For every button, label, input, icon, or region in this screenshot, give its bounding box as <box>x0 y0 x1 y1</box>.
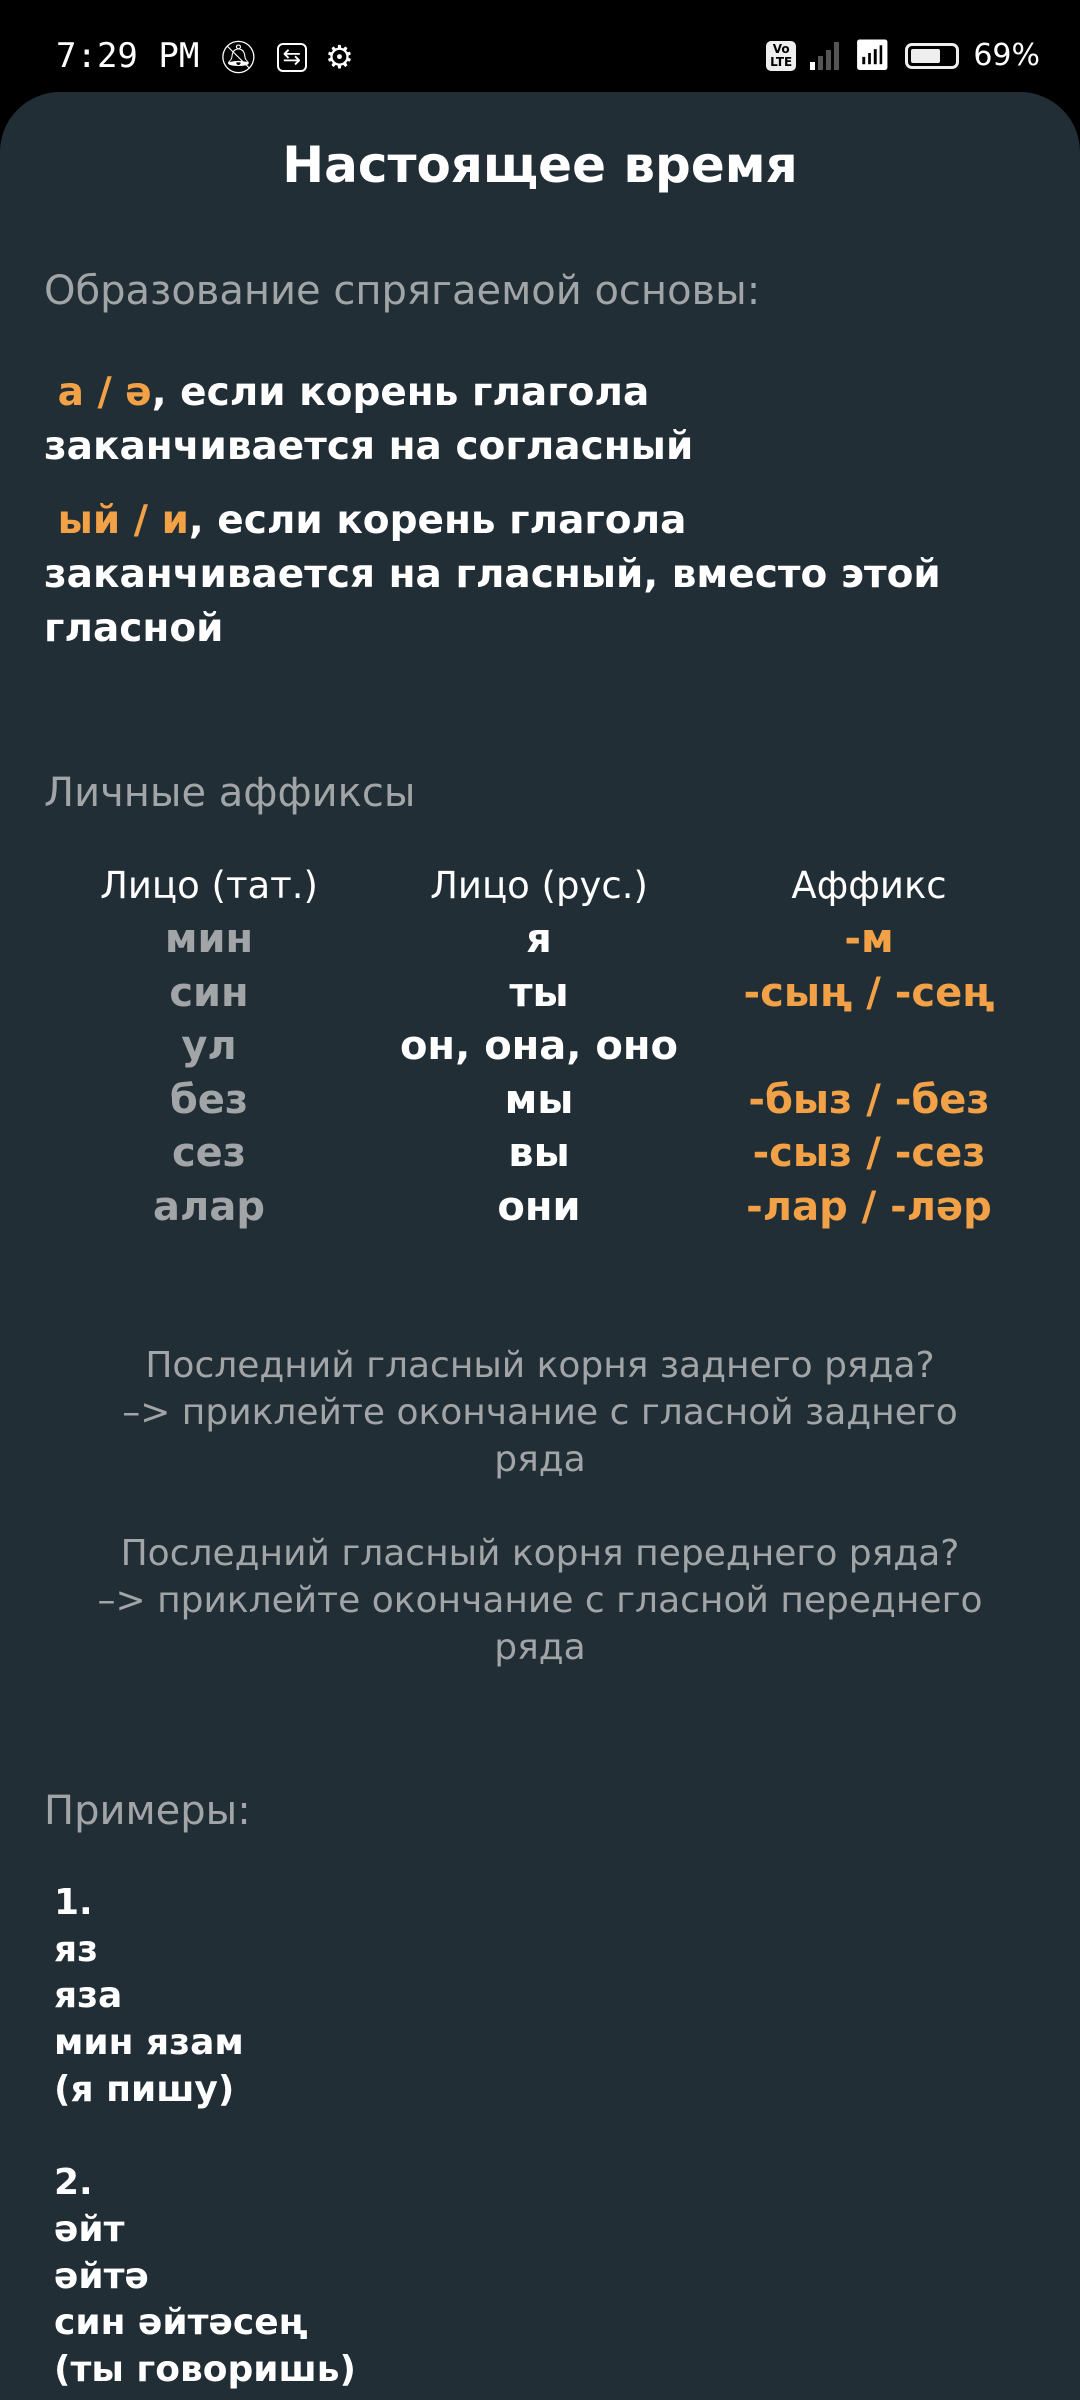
volte-icon: Vo LTE <box>766 40 797 71</box>
gear-icon: ⚙ <box>325 38 354 76</box>
person-tatar: мин <box>164 916 254 962</box>
battery-icon <box>905 42 960 69</box>
affix-value: -лар / -ләр <box>746 1184 992 1230</box>
cast-icon: ⇆ <box>276 42 308 72</box>
status-bar: 7:29 PM 🔕︎ ⇆ ⚙ Vo LTE 📶︎ 69% <box>0 0 1080 92</box>
rule-consonant: а / ә, если корень глагола заканчивается… <box>44 370 694 469</box>
affix-value: -сың / -сең <box>743 969 995 1016</box>
person-tatar: ул <box>181 1023 237 1070</box>
battery-percent: 69% <box>973 38 1040 73</box>
person-russian: он, она, оно <box>399 1023 679 1070</box>
note-back-vowel: Последний гласный корня заднего ряда? –> … <box>122 1345 958 1480</box>
column-header: Лицо (рус.) <box>430 864 648 907</box>
signal-icon <box>810 41 840 70</box>
wifi-icon: 📶︎ <box>853 38 892 73</box>
person-russian: ты <box>509 969 569 1016</box>
person-tatar: без <box>169 1076 249 1123</box>
person-russian: я <box>526 916 552 962</box>
rule-affix: а / ә <box>57 370 152 415</box>
affix-value: -сыз / -сез <box>752 1130 986 1177</box>
column-header: Аффикс <box>791 864 947 907</box>
example-1: 1. яз яза мин язам (я пишу) 2. әйт әйтә син әйт… <box>54 1882 356 2391</box>
note-front-vowel: Последний гласный корня переднего ряда? –… <box>97 1533 983 1668</box>
affixes-heading: Личные аффиксы <box>44 770 416 816</box>
person-tatar: син <box>169 969 249 1016</box>
examples-heading: Примеры: <box>44 1788 251 1834</box>
affix-value: -м <box>844 916 894 962</box>
bell-off-icon: 🔕︎ <box>218 38 259 76</box>
column-header: Лицо (тат.) <box>100 864 318 907</box>
rule-affix: ый / и <box>57 498 189 543</box>
rule-vowel: ый / и, если корень глагола заканчиваетс… <box>44 498 941 651</box>
person-russian: мы <box>504 1076 574 1123</box>
page-title: Настоящее время <box>282 136 798 194</box>
formation-heading: Образование спрягаемой основы: <box>44 268 761 314</box>
person-russian: вы <box>508 1130 570 1177</box>
person-russian: они <box>497 1184 581 1230</box>
affix-value: -быз / -без <box>748 1076 990 1123</box>
person-tatar: алар <box>153 1184 265 1230</box>
content-sheet: Настоящее время Образование спрягаемой о… <box>0 92 1080 2400</box>
clock: 7:29 PM <box>56 36 200 76</box>
person-tatar: сез <box>171 1130 247 1177</box>
